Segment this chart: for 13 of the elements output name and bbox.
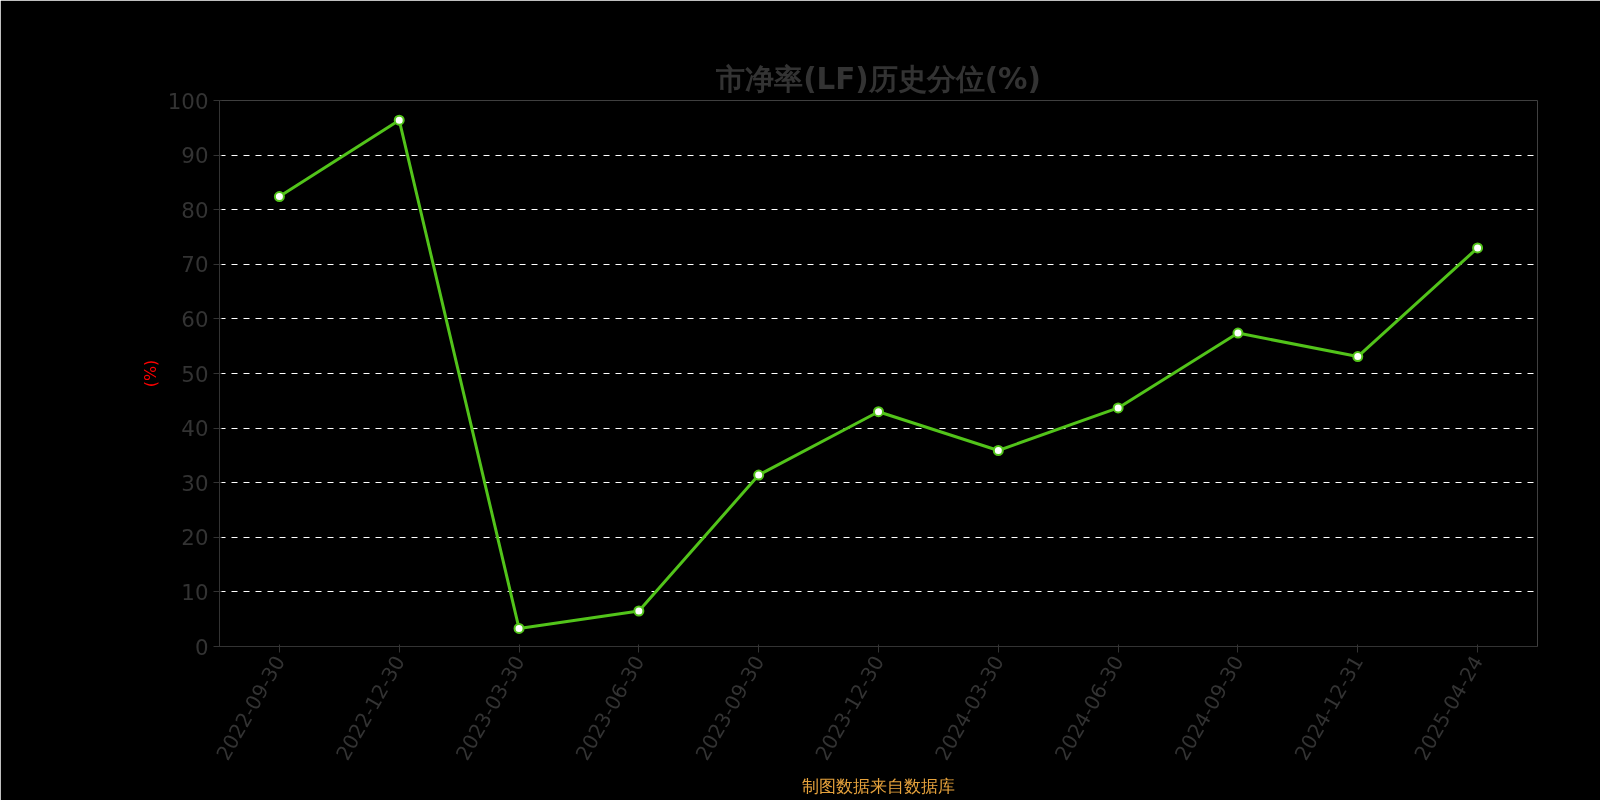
point	[1232, 327, 1244, 339]
point	[513, 622, 525, 634]
point	[1112, 402, 1124, 414]
point	[753, 469, 765, 481]
text: 制图数据来自数据库	[802, 775, 955, 796]
point	[393, 114, 405, 126]
point	[992, 444, 1004, 456]
y-axis-title: (%)	[140, 359, 160, 388]
point	[1472, 242, 1484, 254]
point	[873, 406, 884, 418]
point	[273, 191, 285, 203]
point	[633, 605, 645, 617]
point	[1352, 351, 1364, 363]
